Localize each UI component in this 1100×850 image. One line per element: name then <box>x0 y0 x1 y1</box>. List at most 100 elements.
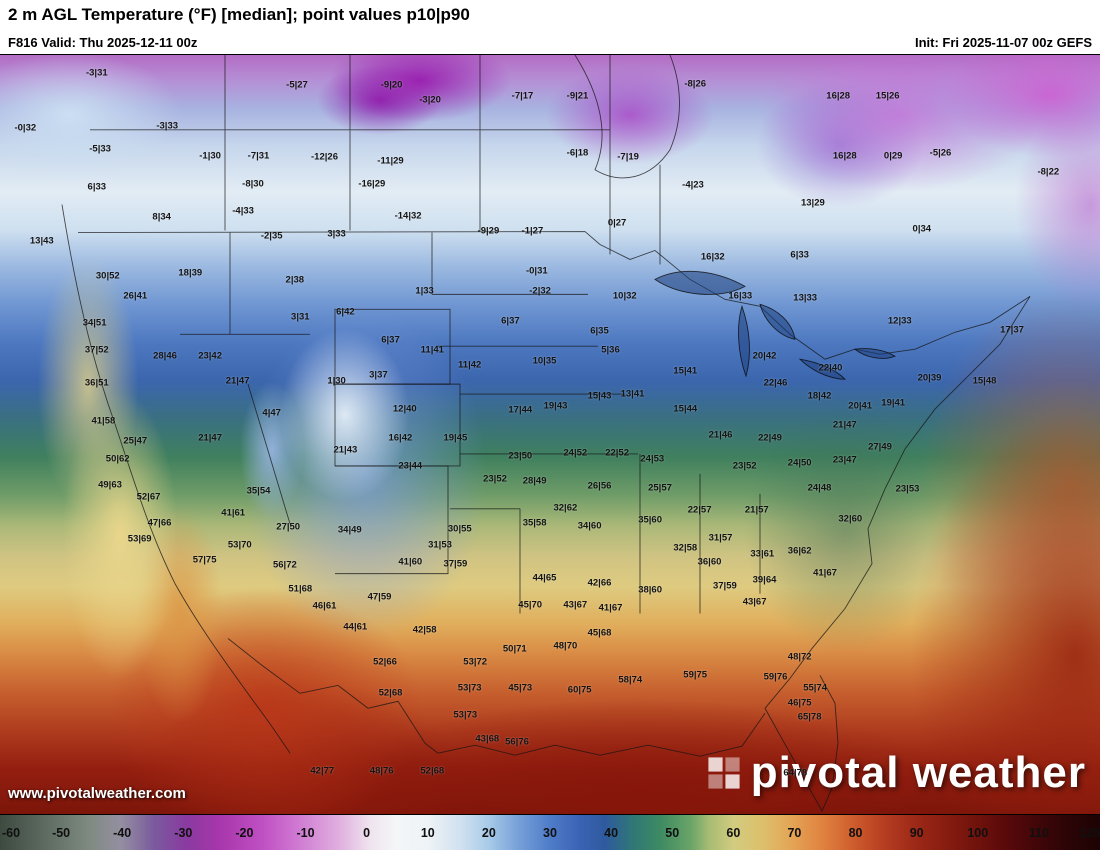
colorbar-tick: -30 <box>174 825 193 840</box>
point-value: 19|41 <box>881 396 906 408</box>
point-value: 48|72 <box>787 651 812 663</box>
point-value: -9|20 <box>380 78 403 90</box>
point-value: 30|55 <box>447 522 472 534</box>
point-value: 43|68 <box>475 733 500 745</box>
point-value: 41|67 <box>813 566 837 578</box>
point-value: 12|33 <box>887 315 912 327</box>
point-value: 0|27 <box>607 216 627 228</box>
point-value: 33|61 <box>750 547 775 559</box>
point-value: 6|33 <box>790 248 809 260</box>
point-value: 52|67 <box>136 490 161 502</box>
point-value: -2|35 <box>260 230 283 242</box>
point-value: -9|29 <box>477 225 500 237</box>
point-value: 23|52 <box>483 472 507 484</box>
point-value: 52|66 <box>373 656 397 668</box>
colorbar-tick: 40 <box>604 825 619 840</box>
point-value: 25|47 <box>123 434 148 446</box>
point-value: -8|26 <box>684 78 707 90</box>
colorbar-tick: -20 <box>235 825 254 840</box>
point-value: 16|42 <box>388 431 413 443</box>
point-value: 31|53 <box>428 539 452 551</box>
point-value: 23|53 <box>895 483 920 495</box>
point-value: 20|41 <box>848 400 873 412</box>
point-value: 21|47 <box>225 374 250 386</box>
map[interactable]: www.pivotalweather.com pivotal weather -… <box>0 54 1100 815</box>
colorbar-tick: -50 <box>52 825 71 840</box>
point-value: -4|33 <box>232 204 254 216</box>
point-value: 19|43 <box>543 399 568 411</box>
point-value: 42|58 <box>412 624 437 636</box>
point-value: 46|75 <box>787 697 812 709</box>
point-value: 53|70 <box>227 539 252 551</box>
point-value: 44|61 <box>343 621 368 633</box>
point-value: 23|52 <box>732 459 757 471</box>
point-value: 47|59 <box>367 591 392 603</box>
point-value: 11|41 <box>420 344 444 356</box>
point-value: 47|66 <box>147 516 172 528</box>
point-value: 21|57 <box>744 504 769 516</box>
point-value: 24|52 <box>563 446 588 458</box>
point-value: 51|68 <box>288 582 313 594</box>
point-value: 37|59 <box>712 579 737 591</box>
point-value: -12|26 <box>311 150 338 162</box>
point-value: 19|45 <box>443 431 468 443</box>
colorbar-tick: -40 <box>113 825 132 840</box>
point-value: 18|42 <box>807 390 832 402</box>
point-value: 41|60 <box>398 556 423 568</box>
point-value: 27|49 <box>868 440 892 452</box>
point-value: 15|43 <box>587 390 612 402</box>
point-value: -5|33 <box>89 143 111 155</box>
point-value: 15|41 <box>673 364 698 376</box>
point-value: 45|68 <box>587 627 612 639</box>
point-value: 15|44 <box>673 402 698 414</box>
point-value: 56|72 <box>272 559 297 571</box>
point-value: 0|34 <box>912 223 932 235</box>
point-value: 35|54 <box>246 484 271 496</box>
colorbar-tick: -60 <box>2 825 21 840</box>
point-value: 52|68 <box>378 687 403 699</box>
point-value: 13|29 <box>800 197 825 209</box>
point-value: 48|76 <box>369 764 394 776</box>
point-value: 50|71 <box>502 642 527 654</box>
point-value: -11|29 <box>377 154 404 166</box>
point-value: 22|52 <box>605 446 629 458</box>
point-value: 28|46 <box>153 349 177 361</box>
point-value: 43|67 <box>563 599 588 611</box>
point-value: 60|75 <box>567 683 592 695</box>
point-value: 8|34 <box>152 210 171 222</box>
point-value: 53|69 <box>127 533 152 545</box>
point-value: 3|31 <box>291 311 310 323</box>
point-value: 20|39 <box>917 372 942 384</box>
point-value: 31|57 <box>708 531 733 543</box>
colorbar-tick: 70 <box>787 825 802 840</box>
point-value: 34|49 <box>337 524 362 536</box>
point-value: 59|75 <box>683 669 708 681</box>
point-value: 42|77 <box>310 764 335 776</box>
point-value: 1|33 <box>415 285 434 297</box>
point-value: 38|60 <box>638 584 662 596</box>
point-value: 42|66 <box>587 576 612 588</box>
point-value: 46|61 <box>312 600 337 612</box>
point-value: 35|60 <box>638 514 662 526</box>
colorbar-tick: 90 <box>909 825 924 840</box>
point-value: 64|78 <box>783 767 808 779</box>
point-value: 28|49 <box>522 475 547 487</box>
colorbar-tick: 110 <box>1028 825 1049 840</box>
point-value: -4|23 <box>682 179 704 191</box>
point-value: 15|26 <box>875 90 900 102</box>
point-value: 58|74 <box>618 674 643 686</box>
point-value: -3|20 <box>419 94 441 106</box>
point-value: -1|27 <box>521 225 544 237</box>
point-value: 23|50 <box>508 450 533 461</box>
point-value: 5|36 <box>601 344 620 356</box>
point-value: 23|42 <box>198 349 222 361</box>
page-title: 2 m AGL Temperature (°F) [median]; point… <box>8 5 470 24</box>
point-value: 15|48 <box>972 374 997 386</box>
point-value: 32|62 <box>553 502 578 514</box>
point-value: 37|52 <box>84 344 109 356</box>
colorbar-tick: 30 <box>543 825 557 840</box>
point-value: 22|57 <box>687 503 712 515</box>
colorbar-tick: 60 <box>726 825 741 840</box>
point-value: 36|62 <box>787 544 812 556</box>
